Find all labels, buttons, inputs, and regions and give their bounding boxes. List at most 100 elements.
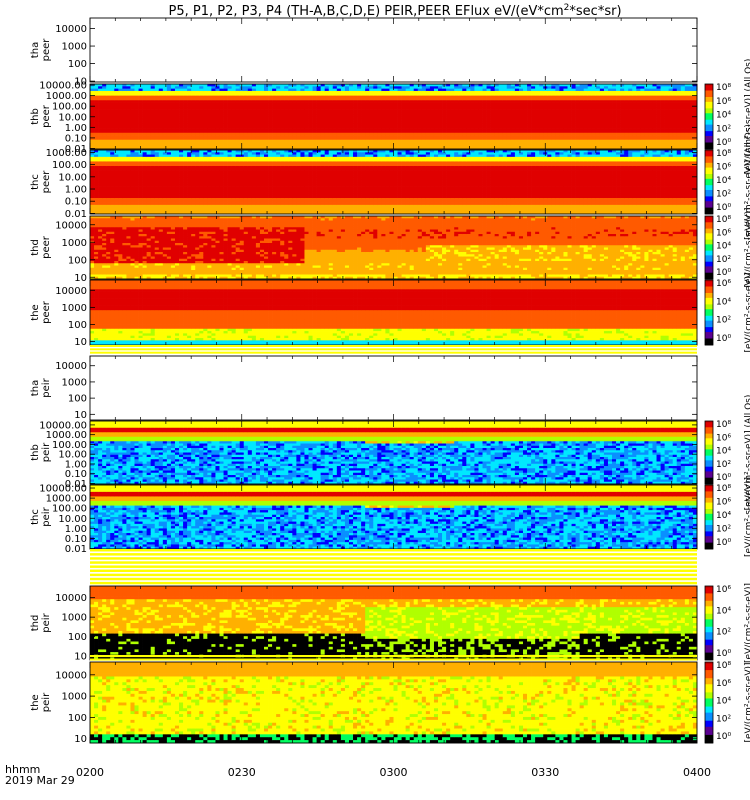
spectrogram-cell [591,114,597,117]
spectrogram-cell [413,118,419,122]
spectrogram-cell [369,116,374,120]
spectrogram-cell [243,132,249,136]
spectrogram-cell [251,97,257,101]
spectrogram-cell [413,88,419,92]
spectrogram-cell [373,144,378,148]
spectrogram-cell [656,86,661,89]
spectrogram-cell [575,88,580,92]
spectrogram-cell [357,137,362,141]
spectrogram-cell [134,130,139,134]
spectrogram-cell [138,207,143,210]
spectrogram-cell [174,150,180,153]
spectrogram-cell [138,139,143,143]
spectrogram-cell [199,144,204,148]
spectrogram-cell [684,142,690,145]
spectrogram-cell [203,135,208,138]
spectrogram-cell [648,132,653,136]
spectrogram-cell [98,109,103,113]
spectrogram-cell [150,163,156,167]
spectrogram-cell [401,139,406,143]
spectrogram-cell [134,144,139,148]
spectrogram-cell [567,128,572,131]
spectrogram-cell [211,109,216,113]
spectrogram-cell [636,139,641,143]
spectrogram-cell [377,130,382,134]
spectrogram-cell [624,88,629,92]
spectrogram-cell [94,135,99,138]
spectrogram-cell [612,116,617,120]
spectrogram-cell [591,118,597,122]
spectrogram-cell [158,179,164,183]
spectrogram-cell [591,125,597,129]
spectrogram-cell [142,100,148,103]
spectrogram-cell [126,159,131,162]
spectrogram-cell [446,118,451,122]
spectrogram-cell [288,144,293,148]
spectrogram-cell [648,144,653,148]
spectrogram-cell [134,104,139,108]
spectrogram-cell [166,175,172,178]
spectrogram-cell [235,114,241,117]
colorbar-swatch [705,108,713,111]
spectrogram-cell [259,139,265,143]
spectrogram-cell [680,109,686,113]
spectrogram-cell [312,123,317,127]
spectrogram-cell [284,86,289,89]
spectrogram-cell [421,135,427,138]
spectrogram-cell [676,125,682,129]
spectrogram-cell [644,123,649,127]
spectrogram-cell [421,93,427,96]
spectrogram-cell [527,95,532,99]
spectrogram-cell [607,128,613,131]
spectrogram-cell [166,111,172,115]
spectrogram-cell [114,93,119,96]
spectrogram-cell [458,144,463,148]
spectrogram-cell [264,132,269,136]
spectrogram-cell [162,198,168,201]
spectrogram-cell [518,93,524,96]
spectrogram-cell [332,118,338,122]
spectrogram-cell [227,84,232,87]
spectrogram-cell [425,111,431,115]
spectrogram-cell [316,118,322,122]
spectrogram-cell [90,97,95,101]
spectrogram-cell [656,118,661,122]
spectrogram-cell [90,156,95,160]
spectrogram-cell [353,116,358,120]
spectrogram-cell [587,86,593,89]
spectrogram-cell [138,188,143,192]
spectrogram-cell [425,121,431,124]
spectrogram-cell [187,123,192,127]
spectrogram-cell [466,107,471,110]
spectrogram-cell [612,109,617,113]
spectrogram-cell [389,100,394,103]
spectrogram-cell [684,90,690,94]
spectrogram-cell [365,144,370,148]
spectrogram-cell [312,90,317,94]
spectrogram-cell [102,170,107,174]
spectrogram-cell [413,104,419,108]
spectrogram-cell [142,193,148,197]
spectrogram-cell [276,121,281,124]
spectrogram-cell [259,90,265,94]
spectrogram-cell [547,118,552,122]
spectrogram-cell [442,88,447,92]
spectrogram-cell [332,142,338,145]
spectrogram-cell [616,132,621,136]
spectrogram-cell [154,139,160,143]
spectrogram-cell [170,139,176,143]
spectrogram-cell [191,128,196,131]
spectrogram-cell [474,130,479,134]
spectrogram-cell [304,109,309,113]
spectrogram-cell [644,109,649,113]
spectrogram-cell [575,125,580,129]
spectrogram-cell [664,116,670,120]
spectrogram-cell [684,132,690,136]
spectrogram-cell [292,95,297,99]
spectrogram-cell [377,142,382,145]
spectrogram-cell [126,144,131,148]
spectrogram-cell [142,116,148,120]
spectrogram-cell [251,142,257,145]
spectrogram-cell [664,100,670,103]
spectrogram-cell [429,97,435,101]
